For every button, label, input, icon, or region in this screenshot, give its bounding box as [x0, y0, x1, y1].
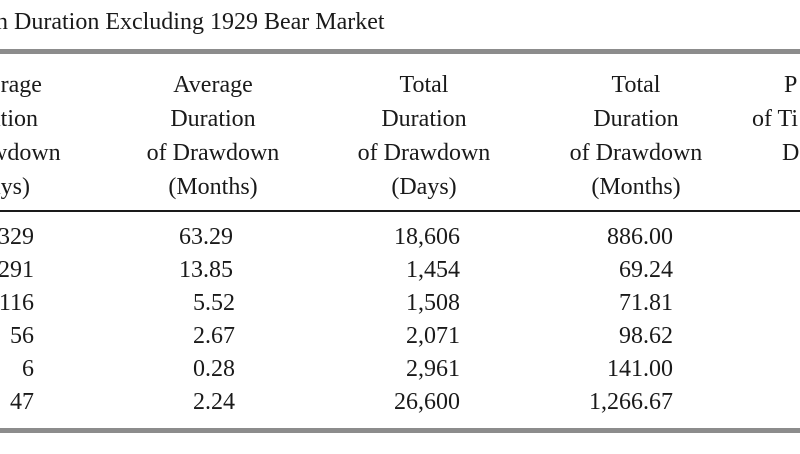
cell-total-days: 1,508	[406, 290, 460, 316]
cell-total-days: 1,454	[406, 257, 460, 283]
header-line: (Months)	[591, 174, 681, 200]
cell-total-days: 18,606	[394, 224, 460, 250]
cell-avg-days: 329	[0, 224, 34, 250]
cell-total-months: 71.81	[619, 290, 673, 316]
cell-avg-months: 2.67	[193, 323, 235, 349]
header-line: ation	[0, 106, 38, 132]
bottom-rule	[0, 428, 800, 433]
table-title: n Duration Excluding 1929 Bear Market	[0, 9, 385, 35]
cell-avg-months: 5.52	[193, 290, 235, 316]
header-line: Duration	[381, 106, 467, 132]
header-avg-duration-days: erage ation wdown ays)	[0, 68, 90, 204]
header-total-duration-months: Total Duration of Drawdown (Months)	[536, 68, 736, 204]
cell-total-days: 2,961	[406, 356, 460, 382]
header-line: Average	[173, 72, 253, 98]
header-line: wdown	[0, 140, 61, 166]
header-line: of Drawdown	[146, 140, 280, 166]
cell-avg-days: 56	[10, 323, 34, 349]
header-rule	[0, 210, 800, 212]
cell-avg-days: 47	[10, 389, 34, 415]
header-line: erage	[0, 72, 42, 98]
header-line: (Days)	[391, 174, 457, 200]
header-line: of Drawdown	[357, 140, 491, 166]
cell-avg-days: 116	[0, 290, 34, 316]
cell-total-days: 26,600	[394, 389, 460, 415]
cell-total-months: 98.62	[619, 323, 673, 349]
cell-avg-months: 13.85	[179, 257, 233, 283]
cell-total-months: 141.00	[607, 356, 673, 382]
cell-avg-days: 6	[22, 356, 34, 382]
header-line: (Months)	[168, 174, 258, 200]
header-percent-of-time: P of Ti D	[748, 68, 800, 170]
header-line: ays)	[0, 174, 30, 200]
cell-avg-months: 0.28	[193, 356, 235, 382]
cell-total-months: 1,266.67	[589, 389, 673, 415]
header-line: Total	[611, 72, 661, 98]
cell-total-days: 2,071	[406, 323, 460, 349]
header-line: of Drawdown	[569, 140, 703, 166]
header-line: P	[784, 72, 798, 98]
header-avg-duration-months: Average Duration of Drawdown (Months)	[113, 68, 313, 204]
header-line: Total	[399, 72, 449, 98]
header-line: of Ti	[752, 106, 799, 132]
cell-avg-days: 291	[0, 257, 34, 283]
header-line: Duration	[170, 106, 256, 132]
top-rule	[0, 49, 800, 54]
header-line: D	[782, 140, 800, 166]
header-total-duration-days: Total Duration of Drawdown (Days)	[324, 68, 524, 204]
cell-avg-months: 2.24	[193, 389, 235, 415]
cell-avg-months: 63.29	[179, 224, 233, 250]
header-line: Duration	[593, 106, 679, 132]
cell-total-months: 886.00	[607, 224, 673, 250]
cell-total-months: 69.24	[619, 257, 673, 283]
